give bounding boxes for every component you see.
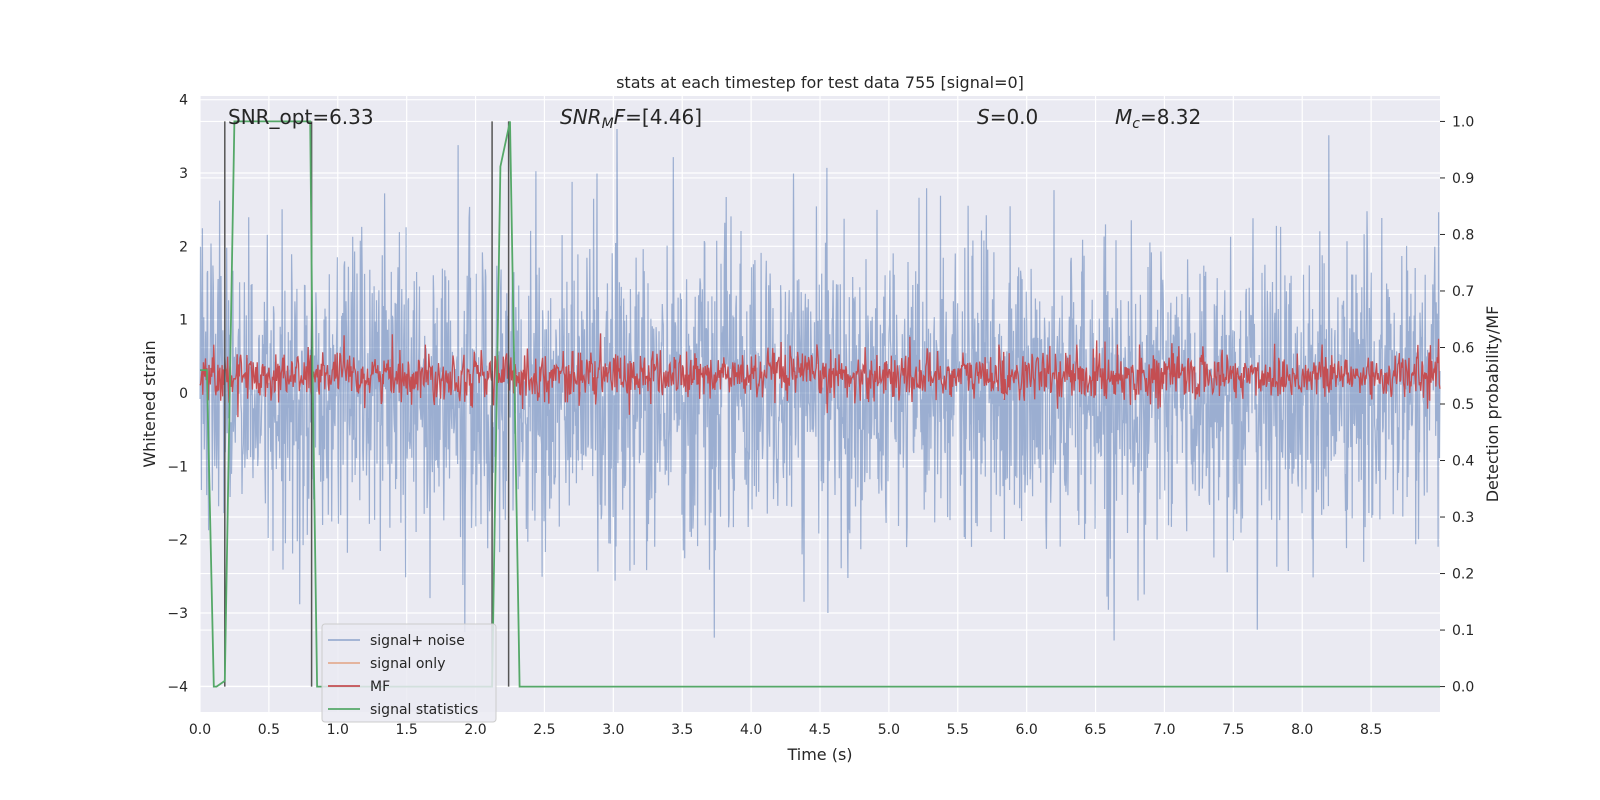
- series-signal-statistics: [200, 120, 1440, 688]
- x-tick-label: 2.5: [533, 722, 555, 738]
- annotation-s: S=0.0: [977, 105, 1038, 129]
- x-tick-label: 7.5: [1222, 722, 1244, 738]
- y2-tick-label: 0.9: [1452, 171, 1474, 187]
- x-tick-label: 0.5: [258, 722, 280, 738]
- legend-box: [321, 623, 497, 723]
- snr-mf-sub: M: [602, 116, 614, 132]
- y-tick-label: −2: [167, 533, 188, 549]
- snr-mf-value: =[4.46]: [625, 105, 702, 129]
- s-value: =0.0: [990, 105, 1039, 129]
- legend-label-mf: MF: [370, 679, 390, 695]
- legend-label-signal-statistics: signal statistics: [370, 702, 478, 718]
- y2-axis-label: Detection probability/MF: [1483, 306, 1502, 503]
- mc-value: =8.32: [1140, 105, 1201, 129]
- y-tick-label: 4: [179, 93, 188, 109]
- snr-mf-rest: F: [614, 105, 626, 129]
- y2-tick-label: 0.6: [1452, 340, 1474, 356]
- x-tick-label: 3.0: [602, 722, 624, 738]
- x-tick-label: 0.0: [189, 722, 211, 738]
- y-tick-label: 2: [179, 239, 188, 255]
- x-tick-label: 5.5: [947, 722, 969, 738]
- annotation-snr-opt: SNR_opt=6.33: [228, 105, 374, 129]
- y-axis-label: Whitened strain: [140, 340, 159, 467]
- x-axis-ticks: 0.0 0.5 1.0 1.5 2.0 2.5 3.0 3.5 4.0 4.5 5.0 5.5 6.0 6…: [189, 722, 1382, 738]
- x-tick-label: 8.5: [1360, 722, 1382, 738]
- y-tick-label: −3: [167, 606, 188, 622]
- series-signal-noise: [199, 128, 1441, 641]
- y2-tick-label: 0.4: [1452, 454, 1474, 470]
- series-mf: [199, 333, 1441, 418]
- legend: signal+ noise signal only MF signal stat…: [321, 623, 497, 723]
- y2-tick-label: 0.2: [1452, 567, 1474, 583]
- y2-tick-label: 0.3: [1452, 510, 1474, 526]
- x-tick-label: 1.0: [327, 722, 349, 738]
- y-tick-label: 0: [179, 386, 188, 402]
- grid: [199, 96, 1440, 712]
- y2-tick-label: 0.1: [1452, 623, 1474, 639]
- y-tick-label: 1: [179, 313, 188, 329]
- x-axis-label: Time (s): [786, 745, 852, 764]
- x-tick-label: 8.0: [1291, 722, 1313, 738]
- x-tick-label: 4.0: [740, 722, 762, 738]
- y2-tick-label: 1.0: [1452, 114, 1474, 130]
- x-tick-label: 5.0: [878, 722, 900, 738]
- x-tick-label: 6.0: [1016, 722, 1038, 738]
- y2-tick-label: 0.8: [1452, 227, 1474, 243]
- x-tick-label: 2.0: [464, 722, 486, 738]
- mc-sub: c: [1132, 116, 1140, 132]
- x-tick-label: 4.5: [809, 722, 831, 738]
- y2-tick-label: 0.7: [1452, 284, 1474, 300]
- y-tick-label: −1: [167, 459, 188, 475]
- x-tick-label: 1.5: [396, 722, 418, 738]
- x-tick-label: 3.5: [671, 722, 693, 738]
- y2-tick-label: 0.5: [1452, 397, 1474, 413]
- snr-mf-var: SNR: [560, 105, 602, 129]
- y-tick-label: 3: [179, 166, 188, 182]
- x-tick-label: 6.5: [1084, 722, 1106, 738]
- x-tick-label: 7.0: [1153, 722, 1175, 738]
- plot-content: [199, 120, 1441, 688]
- mc-var: M: [1115, 105, 1132, 129]
- y-axis-ticks: −4 −3 −2 −1 0 1 2 3 4: [167, 93, 188, 696]
- annotation-snr-mf: SNRMF=[4.46]: [560, 105, 702, 132]
- y2-axis-ticks: 0.0 0.1 0.2 0.3 0.4 0.5 0.6 0.7 0.8 0.9 1.0: [1440, 114, 1474, 696]
- annotation-mc: Mc=8.32: [1115, 105, 1201, 132]
- chart-title: stats at each timestep for test data 755…: [616, 73, 1024, 92]
- y-tick-label: −4: [167, 679, 188, 695]
- legend-label-signal-only: signal only: [370, 656, 445, 672]
- legend-label-signal-noise: signal+ noise: [370, 633, 465, 649]
- s-var: S: [977, 105, 990, 129]
- y2-tick-label: 0.0: [1452, 680, 1474, 696]
